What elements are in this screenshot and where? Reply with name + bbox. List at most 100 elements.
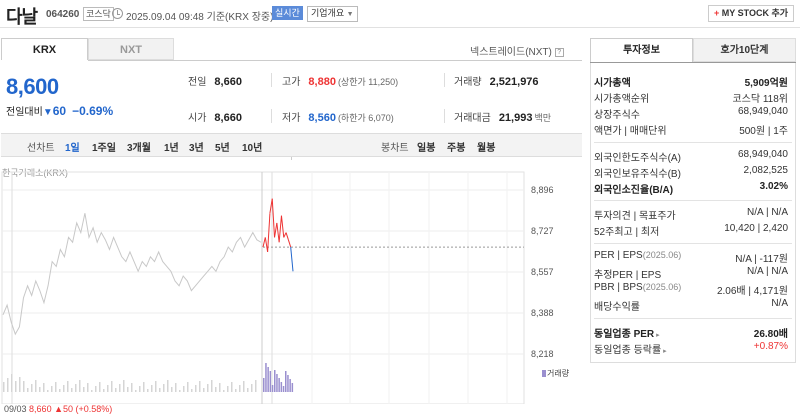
volume-bar: [155, 381, 157, 392]
trade-amount: 거래대금 21,993 백만: [454, 112, 552, 124]
info-value: 26.80배: [753, 329, 788, 340]
volume-bar: [39, 387, 41, 392]
info-label: 외국인보유주식수(B): [594, 169, 681, 180]
tab-krx[interactable]: KRX: [1, 38, 88, 60]
info-row: 동일업종 PER ▸ 26.80배: [594, 325, 792, 340]
today-line-segment: [276, 222, 280, 243]
clock-icon: [112, 8, 123, 19]
tab-range-1y[interactable]: 1년: [164, 143, 179, 154]
info-label: 추정PER | EPS: [594, 270, 662, 281]
info-value: 2.06배 | 4,171원: [716, 286, 788, 297]
volume-bar: [159, 388, 161, 392]
info-row: 시가총액순위 코스닥 118위: [594, 90, 792, 105]
info-row: 외국인소진율(B/A) 3.02%: [594, 181, 792, 196]
high-price: 고가 8,880 (상한가 11,250): [282, 76, 399, 88]
today-line-segment: [267, 213, 271, 252]
market-badge: 코스닥: [83, 7, 114, 21]
info-tabs: 투자정보 호가10단계: [590, 38, 796, 62]
tab-candle-month[interactable]: 월봉: [477, 143, 496, 154]
info-row: 외국인보유주식수(B) 2,082,525: [594, 165, 792, 180]
tab-line-chart[interactable]: 선차트: [27, 143, 55, 154]
volume-bar: [287, 375, 289, 392]
tab-candle-week[interactable]: 주봉: [447, 143, 466, 154]
volume-bar: [223, 390, 225, 392]
volume-bar: [269, 371, 272, 392]
volume-bar: [35, 380, 37, 392]
add-mystock-button[interactable]: + MY STOCK 추가: [708, 5, 794, 22]
volume-bar: [15, 381, 17, 392]
volume-bar: [51, 386, 53, 392]
prev-close: 전일 8,660: [188, 76, 242, 88]
volume-bar: [67, 381, 69, 392]
volume-bar: [83, 387, 85, 392]
volume-bar: [171, 387, 173, 392]
info-value: N/A: [771, 298, 788, 309]
x-tick-label: 13:00: [419, 403, 442, 404]
volume-bar: [123, 380, 125, 392]
tab-candle-chart[interactable]: 봉차트: [381, 143, 409, 154]
volume-bar: [215, 387, 217, 392]
volume-bar: [255, 380, 257, 392]
realtime-button[interactable]: 실시간: [272, 6, 303, 20]
tab-nxt[interactable]: NXT: [88, 38, 174, 60]
x-tick-label: 09/04: [262, 403, 285, 404]
info-label: 시가총액: [594, 78, 631, 89]
volume-bar: [127, 387, 129, 392]
info-label: 투자의견 | 목표주가: [594, 211, 676, 222]
volume-bar: [167, 380, 169, 392]
prev-day-line: [2, 213, 262, 336]
tab-candle-day[interactable]: 일봉: [417, 143, 436, 154]
info-value: +0.87%: [753, 341, 788, 352]
volume-bar: [75, 384, 77, 392]
x-tick-label: 15:00: [497, 403, 520, 404]
today-line-segment: [262, 237, 266, 248]
price-chart[interactable]: 8,896 8,727 8,557 8,388 8,218 09/03 09/04 10:0…: [0, 160, 582, 404]
help-icon[interactable]: ?: [554, 47, 564, 57]
x-axis-ticks: 09/03 09/04 10:00 11:00 12:00 13:00 14:00 15:00: [2, 403, 520, 404]
info-row: 추정PER | EPS N/A | N/A: [594, 266, 792, 281]
info-row: 52주최고 | 최저 10,420 | 2,420: [594, 223, 792, 238]
volume-bar: [43, 383, 45, 392]
volume-bar: [285, 371, 287, 392]
volume-bar: [271, 385, 274, 392]
volume-bar: [95, 386, 97, 392]
today-line-segment: [278, 215, 282, 243]
chevron-down-icon: ▼: [346, 11, 354, 18]
volume-bar: [179, 390, 181, 392]
volume-bar: [135, 390, 137, 392]
volume-bar: [59, 389, 61, 392]
volume: 거래량 2,521,976: [454, 76, 539, 88]
tab-order-book[interactable]: 호가10단계: [693, 38, 796, 62]
price-summary: 전일 8,660 고가 8,880 (상한가 11,250) 거래량 2,521,976…: [176, 66, 580, 130]
info-label: PBR | BPS(2025.06): [594, 282, 682, 293]
volume-bar: [187, 382, 189, 392]
tab-range-3m[interactable]: 3개월: [127, 143, 151, 154]
info-label: 52주최고 | 최저: [594, 227, 660, 238]
nextrade-link[interactable]: 넥스트레이드(NXT) ?: [470, 43, 564, 58]
volume-legend: 거래량: [542, 368, 569, 379]
chart-grid: [1, 171, 525, 404]
volume-bar: [291, 383, 294, 392]
today-line-segment: [287, 239, 292, 248]
info-label: 동일업종 PER ▸: [594, 329, 660, 340]
tab-range-5y[interactable]: 5년: [215, 143, 230, 154]
today-line-segment: [290, 247, 294, 272]
company-overview-button[interactable]: 기업개요 ▼: [307, 6, 358, 22]
divider: [444, 109, 445, 123]
tab-range-10y[interactable]: 10년: [242, 143, 263, 154]
info-row: 동일업종 등락률 ▸ +0.87%: [594, 341, 792, 356]
tab-range-3y[interactable]: 3년: [189, 143, 204, 154]
y-tick-label: 8,218: [531, 349, 554, 359]
today-line-segment: [271, 198, 276, 238]
volume-bar: [19, 377, 21, 392]
tab-range-1d[interactable]: 1일: [65, 143, 80, 154]
tab-invest-info[interactable]: 투자정보: [590, 38, 693, 62]
info-row: 액면가 | 매매단위 500원 | 1주: [594, 122, 792, 137]
volume-bar: [175, 383, 177, 392]
volume-bar: [289, 379, 291, 392]
volume-bar: [23, 381, 25, 392]
tab-range-1w[interactable]: 1주일: [92, 143, 116, 154]
info-row: 배당수익률 N/A: [594, 298, 792, 313]
info-value: 코스닥 118위: [732, 94, 788, 105]
y-axis-ticks: 8,896 8,727 8,557 8,388 8,218: [531, 185, 554, 359]
